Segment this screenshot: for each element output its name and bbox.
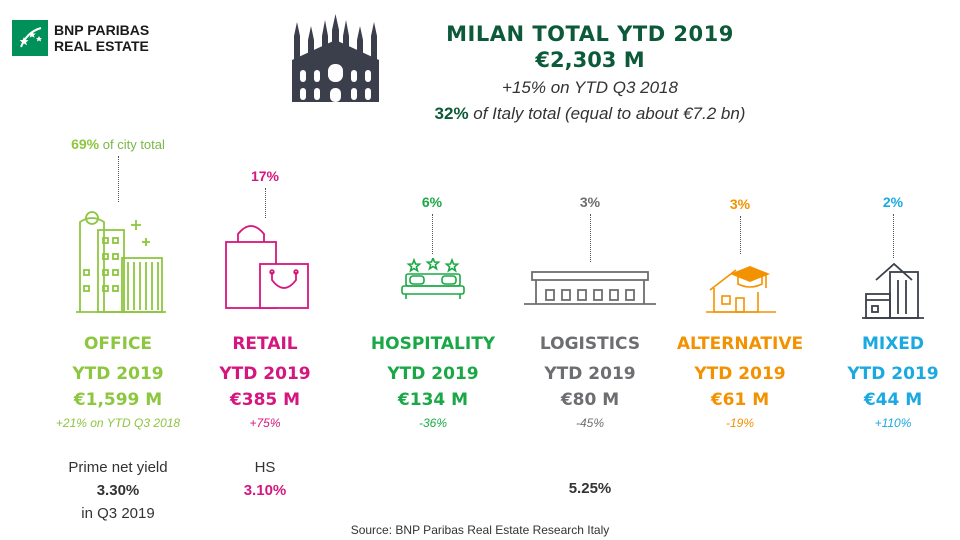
main-title: MILAN TOTAL YTD 2019 — [446, 22, 734, 46]
office-building-icon — [76, 208, 166, 323]
bnp-stars-icon — [12, 20, 48, 56]
logistics-change: -45% — [575, 416, 604, 430]
hospitality-value: €134 M — [397, 390, 469, 410]
alternative-name: ALTERNATIVE — [676, 334, 804, 354]
alternative-connector — [740, 216, 741, 254]
office-share-note: of city total — [99, 137, 165, 152]
hospitality-ytd: YTD 2019 — [387, 364, 479, 384]
mixed-buildings-icon — [862, 258, 924, 325]
retail-yield-label: HS — [254, 459, 276, 476]
graduation-house-icon — [706, 258, 776, 319]
alternative-value: €61 M — [710, 390, 770, 410]
source-note: Source: BNP Paribas Real Estate Research… — [350, 523, 610, 537]
italy-share-text: of Italy total (equal to about €7.2 bn) — [468, 104, 746, 123]
logistics-name: LOGISTICS — [539, 334, 641, 354]
shopping-bags-icon — [222, 222, 314, 317]
mixed-column: MIXED YTD 2019 €44 M +110% — [813, 334, 960, 430]
retail-connector — [265, 188, 266, 218]
alternative-column: ALTERNATIVE YTD 2019 €61 M -19% — [660, 334, 820, 430]
logistics-value: €80 M — [560, 390, 620, 410]
header: MILAN TOTAL YTD 2019 €2,303 M +15% on YT… — [380, 22, 800, 124]
mixed-value: €44 M — [863, 390, 923, 410]
hotel-bed-icon — [400, 255, 466, 305]
office-yield-value: 3.30% — [96, 482, 140, 499]
office-ytd: YTD 2019 — [72, 364, 164, 384]
warehouse-icon — [524, 268, 656, 313]
retail-value: €385 M — [229, 390, 301, 410]
logistics-yield-value: 5.25% — [568, 480, 612, 497]
hospitality-connector — [432, 214, 433, 254]
retail-column: RETAIL YTD 2019 €385 M +75% — [195, 334, 335, 430]
brand-name: BNP PARIBAS REAL ESTATE — [54, 22, 149, 54]
mixed-ytd: YTD 2019 — [847, 364, 939, 384]
retail-ytd: YTD 2019 — [219, 364, 311, 384]
brand-line-2: REAL ESTATE — [54, 38, 149, 54]
office-connector — [118, 156, 119, 202]
hospitality-share: 6% — [421, 194, 443, 210]
office-value: €1,599 M — [73, 390, 163, 410]
mixed-change: +110% — [874, 416, 912, 430]
hospitality-name: HOSPITALITY — [370, 334, 496, 354]
office-yield-period: in Q3 2019 — [81, 505, 155, 522]
hospitality-column: HOSPITALITY YTD 2019 €134 M -36% — [353, 334, 513, 430]
retail-name: RETAIL — [232, 334, 298, 354]
logistics-column: LOGISTICS YTD 2019 €80 M -45% — [510, 334, 670, 430]
alternative-change: -19% — [725, 416, 754, 430]
mixed-share: 2% — [882, 194, 904, 210]
cathedral-icon — [288, 14, 383, 107]
office-change: +21% on YTD Q3 2018 — [55, 416, 181, 430]
office-share: 69% of city total — [28, 136, 208, 152]
logistics-share: 3% — [579, 194, 601, 210]
logistics-ytd: YTD 2019 — [544, 364, 636, 384]
office-share-value: 69% — [71, 136, 100, 152]
total-change: +15% on YTD Q3 2018 — [502, 78, 678, 97]
alternative-ytd: YTD 2019 — [694, 364, 786, 384]
italy-share-value: 32% — [434, 104, 469, 123]
brand-line-1: BNP PARIBAS — [54, 22, 150, 38]
alternative-share: 3% — [729, 196, 751, 212]
office-yield: Prime net yield 3.30% in Q3 2019 — [28, 459, 208, 522]
retail-share: 17% — [250, 168, 280, 184]
retail-yield-value: 3.10% — [243, 482, 287, 499]
italy-share: 32% of Italy total (equal to about €7.2 … — [380, 104, 800, 124]
mixed-connector — [893, 214, 894, 258]
logistics-connector — [590, 214, 591, 262]
mixed-name: MIXED — [861, 334, 925, 354]
retail-yield: HS 3.10% — [195, 459, 335, 499]
logistics-yield: 5.25% — [510, 480, 670, 497]
total-value: €2,303 M — [535, 48, 645, 72]
office-name: OFFICE — [83, 334, 153, 354]
office-column: OFFICE YTD 2019 €1,599 M +21% on YTD Q3 … — [28, 334, 208, 430]
hospitality-change: -36% — [418, 416, 447, 430]
brand-logo: BNP PARIBAS REAL ESTATE — [12, 20, 149, 56]
retail-change: +75% — [249, 416, 281, 430]
office-yield-label: Prime net yield — [68, 459, 168, 476]
